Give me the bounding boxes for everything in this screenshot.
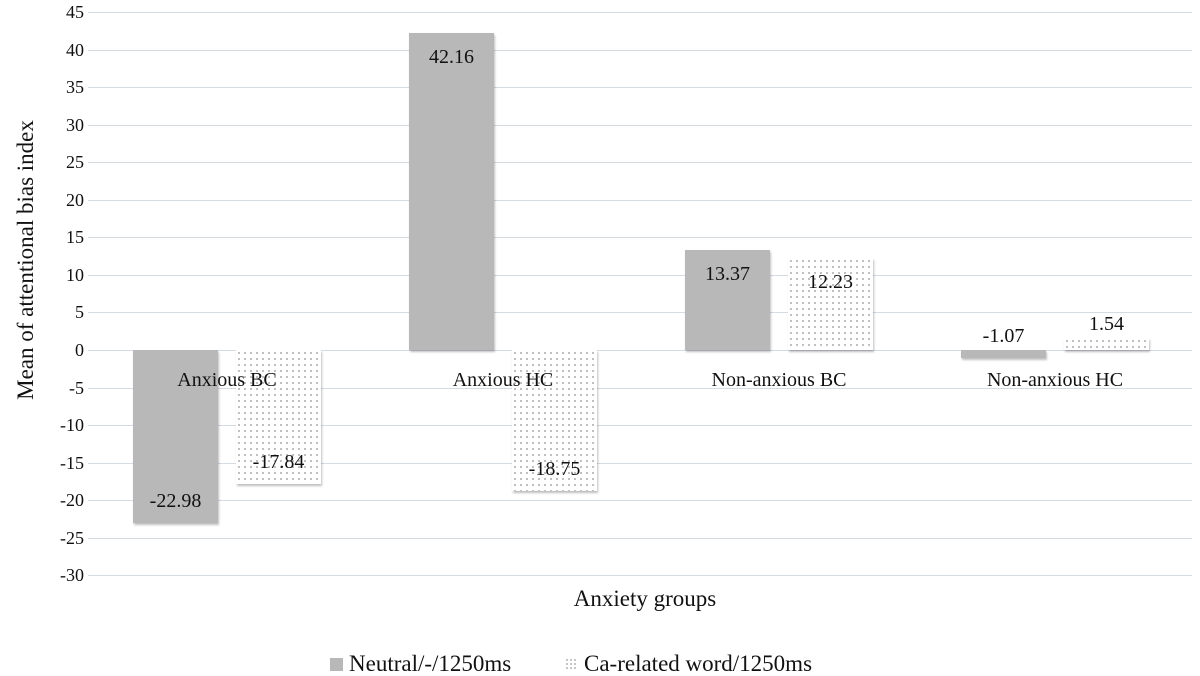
gridline (88, 125, 1192, 126)
gridline (88, 463, 1192, 464)
bar-neutral-3 (961, 350, 1046, 359)
legend-label: Ca-related word/1250ms (584, 651, 813, 676)
y-tick-label: 0 (75, 340, 84, 360)
category-label: Anxious BC (177, 369, 277, 391)
y-tick-label: -20 (60, 490, 84, 511)
bar-neutral-1 (409, 33, 494, 350)
data-label: 12.23 (808, 271, 853, 294)
gridline (88, 388, 1192, 389)
y-tick-label: 25 (66, 152, 84, 173)
y-axis-title: Mean of attentional bias index (13, 120, 38, 400)
bar-neutral-2 (685, 249, 770, 350)
legend-swatch-solid-icon (330, 657, 343, 671)
gridline (88, 12, 1192, 13)
y-tick-label: 35 (66, 77, 84, 98)
gridline (88, 237, 1192, 238)
y-tick-label: 15 (66, 227, 84, 248)
legend-item-ca-related: Ca-related word/1250ms (565, 652, 812, 676)
y-tick-label: 40 (66, 39, 84, 60)
data-label: -17.84 (252, 450, 305, 473)
y-tick-label: -10 (60, 415, 84, 436)
data-label: -22.98 (149, 489, 202, 512)
bar-ca-related-0 (236, 350, 321, 484)
data-label: -1.07 (982, 325, 1025, 347)
gridline (88, 200, 1192, 201)
gridline (88, 425, 1192, 426)
category-label: Anxious HC (452, 369, 554, 391)
gridline (88, 500, 1192, 501)
legend-label: Neutral/-/1250ms (349, 651, 512, 676)
gridline (88, 350, 1192, 351)
x-axis-title: Anxiety groups (573, 586, 717, 611)
y-tick-label: -30 (60, 565, 84, 586)
y-tick-label: 10 (66, 264, 84, 285)
y-tick-label: -5 (69, 377, 84, 398)
gridline (88, 575, 1192, 576)
y-tick-label: 30 (66, 114, 84, 135)
bar-neutral-0 (133, 350, 218, 523)
gridline (88, 162, 1192, 163)
data-label: 42.16 (429, 46, 474, 69)
y-tick-label: -15 (60, 452, 84, 473)
y-tick-label: -25 (60, 527, 84, 548)
bar-ca-related-1 (512, 350, 597, 491)
gridline (88, 312, 1192, 313)
data-label: 13.37 (705, 262, 750, 285)
legend: Neutral/-/1250ms Ca-related word/1250ms (0, 652, 1200, 676)
legend-item-neutral: Neutral/-/1250ms (330, 652, 511, 676)
gridline (88, 87, 1192, 88)
category-label: Non-anxious HC (986, 369, 1124, 391)
gridline (88, 50, 1192, 51)
bar-ca-related-2 (788, 258, 873, 350)
gridline (88, 275, 1192, 276)
bar-ca-related-3 (1064, 338, 1149, 350)
y-tick-label: 45 (66, 2, 84, 22)
data-label: -18.75 (528, 457, 581, 480)
y-tick-label: 20 (66, 189, 84, 210)
category-label: Non-anxious BC (711, 369, 847, 391)
data-label: 1.54 (1089, 313, 1124, 336)
legend-swatch-dotted-icon (565, 657, 578, 671)
gridline (88, 538, 1192, 539)
y-tick-label: 5 (75, 302, 84, 323)
